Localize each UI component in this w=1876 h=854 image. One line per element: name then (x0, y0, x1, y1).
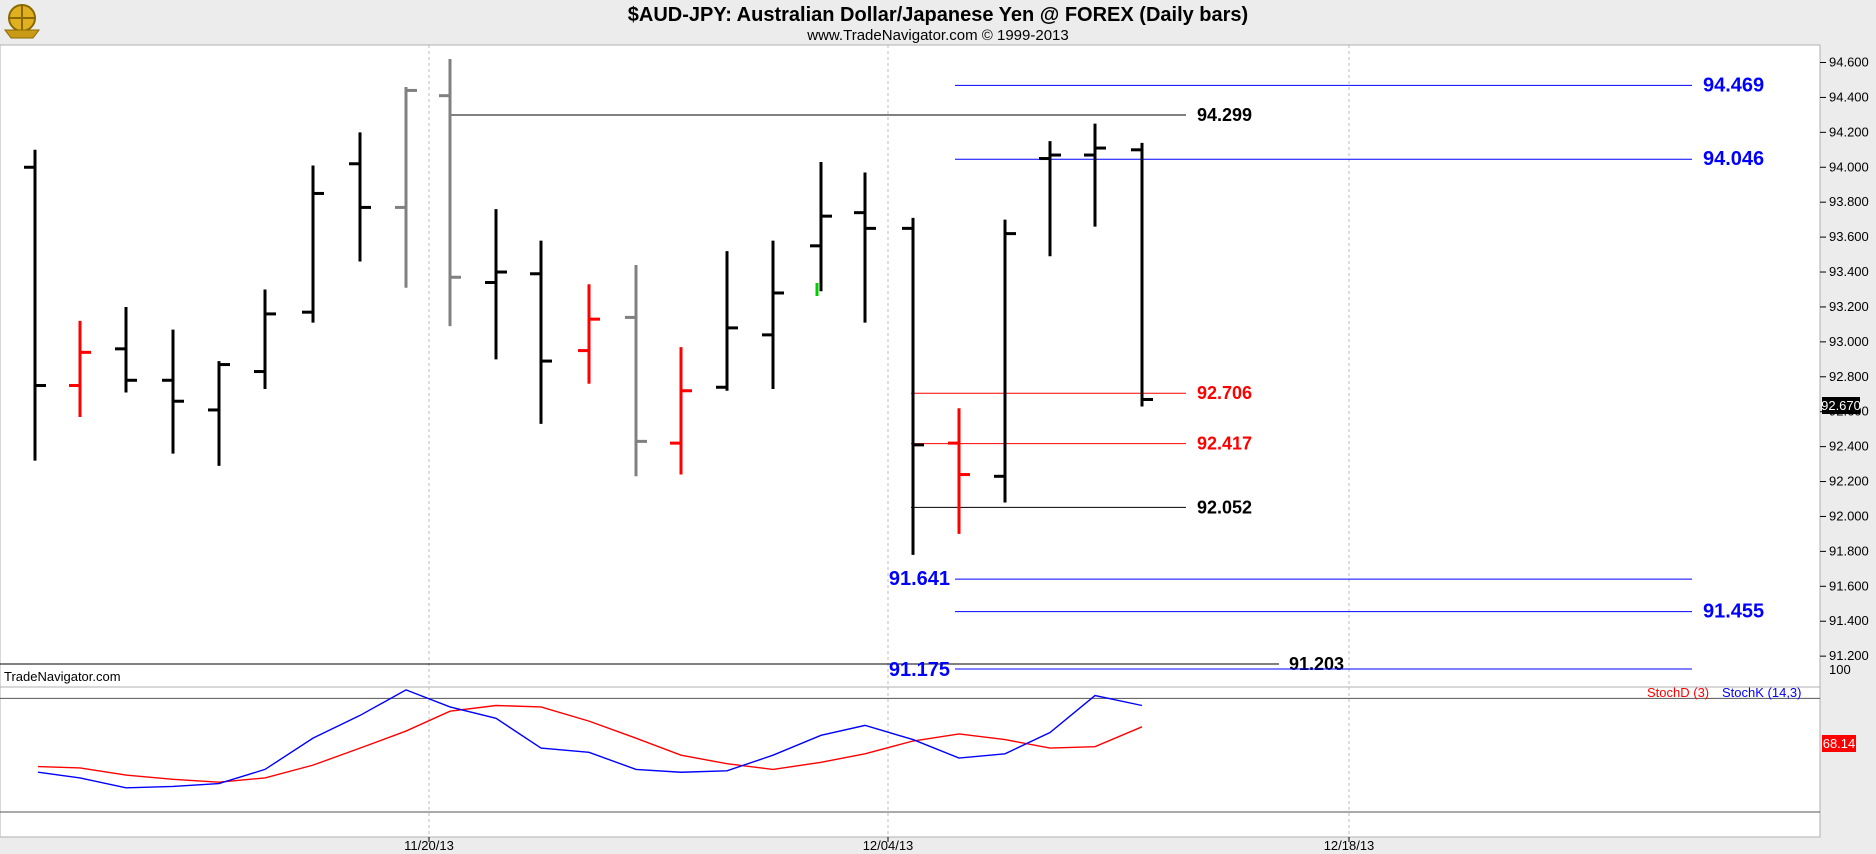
ohlc-bar (69, 320, 91, 417)
price-tick-label: 91.800 (1829, 543, 1869, 558)
oscillator-tick-label: 100 (1829, 662, 1851, 677)
stochastic-lines (37, 689, 1143, 789)
ohlc-bar (1131, 142, 1153, 407)
price-tick-label: 93.800 (1829, 194, 1869, 209)
price-tick-label: 94.400 (1829, 89, 1869, 104)
price-tick-label: 94.600 (1829, 55, 1869, 70)
level-label-91.203: 91.203 (1289, 654, 1344, 674)
watermark-label: TradeNavigator.com (4, 669, 121, 684)
price-tick-label: 93.000 (1829, 334, 1869, 349)
ohlc-bar (716, 251, 738, 391)
date-tick-label: 11/20/13 (404, 838, 454, 853)
level-label-92.052: 92.052 (1197, 497, 1252, 517)
legend-stochd: StochD (3) (1647, 685, 1709, 700)
ohlc-bar (395, 86, 417, 288)
ohlc-bar (948, 408, 970, 534)
price-bars (24, 59, 1153, 555)
price-tick-label: 92.400 (1829, 439, 1869, 454)
ohlc-bar (302, 165, 324, 323)
price-tick-label: 93.400 (1829, 264, 1869, 279)
price-tick-label: 93.600 (1829, 229, 1869, 244)
ohlc-bar (578, 284, 600, 384)
price-tick-label: 92.000 (1829, 508, 1869, 523)
price-tick-label: 94.000 (1829, 159, 1869, 174)
support-resistance-levels: 94.469 94.299 94.046 92.706 92.417 92.052 91.6… (0, 74, 1764, 681)
price-tick-label: 91.600 (1829, 578, 1869, 593)
ohlc-bar (349, 132, 371, 262)
ohlc-bar (670, 347, 692, 475)
level-label-91.175: 91.175 (889, 659, 950, 681)
oscillator-gridlines (0, 697, 1820, 813)
ohlc-bar (254, 289, 276, 390)
date-axis: 11/20/13 12/04/13 12/18/13 (404, 837, 1374, 853)
last-stoch-box (1822, 735, 1856, 752)
ohlc-bar (439, 59, 461, 327)
last-price-box (1822, 397, 1860, 414)
ohlc-bar (1084, 123, 1106, 227)
date-tick-label: 12/04/13 (863, 838, 914, 853)
price-panel (0, 44, 1821, 688)
ohlc-bar (208, 361, 230, 466)
ohlc-bar (994, 219, 1016, 503)
stochd-line (37, 704, 1143, 783)
price-tick-label: 93.200 (1829, 299, 1869, 314)
level-label-94.299: 94.299 (1197, 105, 1252, 125)
price-tick-label: 92.200 (1829, 474, 1869, 489)
legend-stochk: StochK (14,3) (1722, 685, 1802, 700)
app-logo-icon (4, 4, 40, 39)
ohlc-bar (1039, 141, 1061, 257)
ohlc-bar (854, 172, 876, 323)
price-gridlines (428, 45, 1350, 837)
stochk-line (37, 689, 1143, 789)
price-tick-label: 91.200 (1829, 648, 1869, 663)
ohlc-bar (115, 306, 137, 393)
price-axis: 94.600 94.400 94.200 94.000 93.800 93.600 93.4… (1820, 55, 1869, 663)
level-label-91.641: 91.641 (889, 568, 950, 590)
ohlc-bar (902, 217, 924, 555)
level-label-91.455: 91.455 (1703, 601, 1764, 623)
date-tick-label: 12/18/13 (1324, 838, 1375, 853)
chart-title: $AUD-JPY: Australian Dollar/Japanese Yen… (628, 4, 1248, 26)
ohlc-bar (762, 240, 784, 390)
ohlc-bar (530, 240, 552, 424)
level-label-94.046: 94.046 (1703, 148, 1764, 170)
ohlc-bar (162, 329, 184, 454)
stochastic-panel (0, 686, 1821, 838)
ohlc-bar (24, 149, 46, 461)
ohlc-bar (810, 162, 832, 292)
ohlc-bar (625, 265, 647, 477)
price-tick-label: 92.800 (1829, 369, 1869, 384)
last-price-label: 92.670 (1821, 398, 1861, 413)
chart-subtitle: www.TradeNavigator.com © 1999-2013 (806, 27, 1068, 44)
level-label-94.469: 94.469 (1703, 74, 1764, 96)
last-stoch-label: 68.14 (1823, 736, 1856, 751)
price-tick-label: 91.400 (1829, 613, 1869, 628)
level-label-92.706: 92.706 (1197, 383, 1252, 403)
price-tick-label: 94.200 (1829, 124, 1869, 139)
level-label-92.417: 92.417 (1197, 434, 1252, 454)
ohlc-bar (485, 209, 507, 360)
